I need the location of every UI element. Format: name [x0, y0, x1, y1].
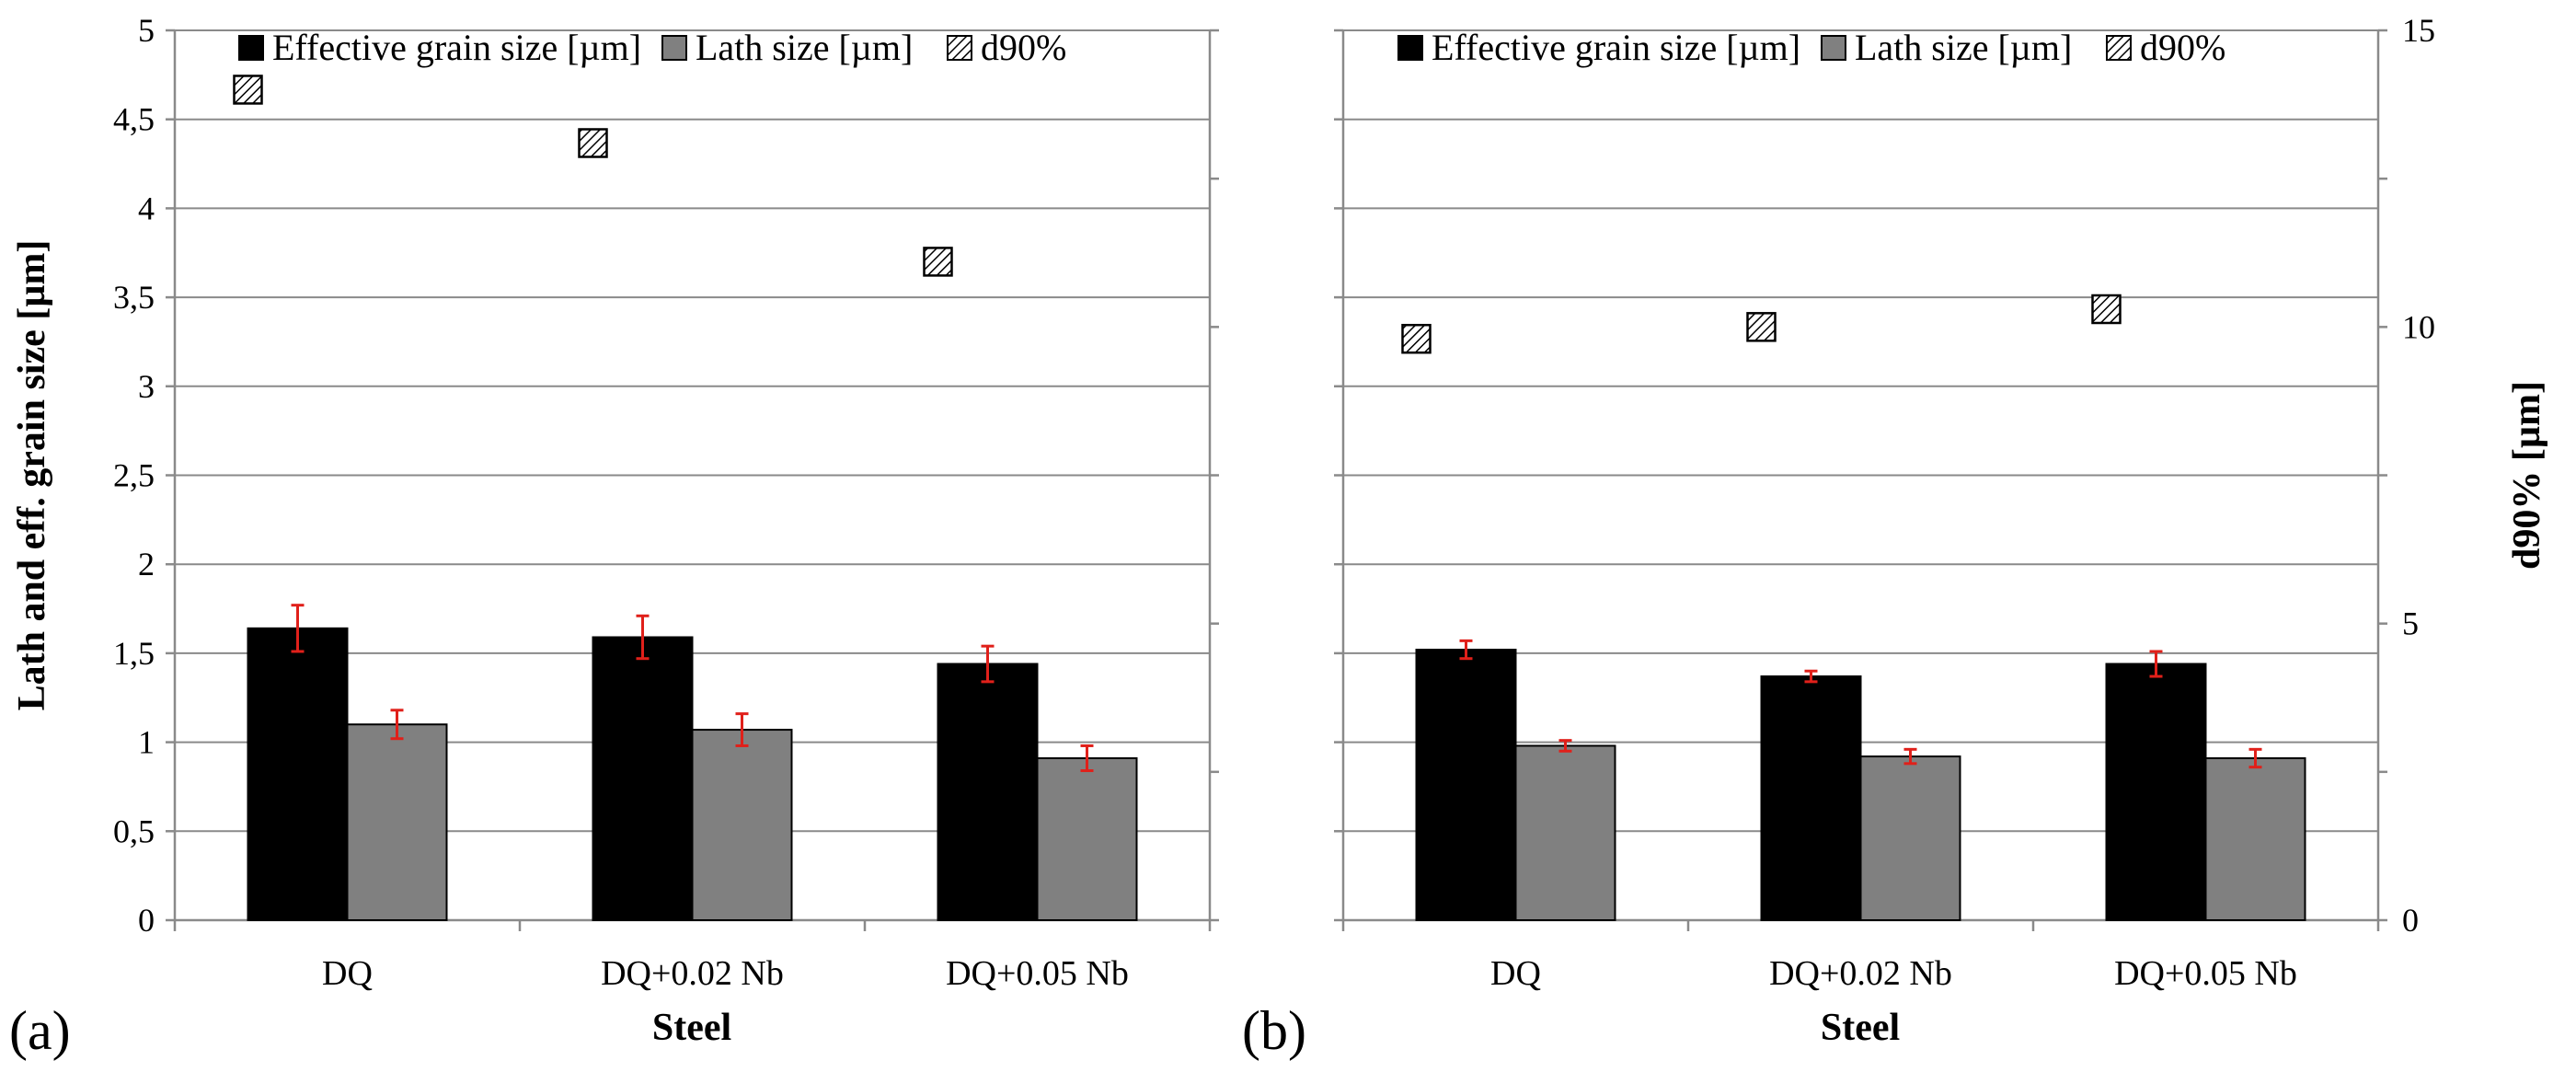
y2-tick-label: 5 [2402, 605, 2419, 642]
y2-tick-label: 10 [2402, 308, 2435, 345]
bar-lath-size [346, 723, 448, 922]
bar-lath-size [2204, 757, 2306, 921]
y-tick-label: 3 [138, 368, 155, 405]
y2-tick-label: 0 [2402, 902, 2419, 939]
x-tick-label: DQ+0.02 Nb [1769, 954, 1952, 993]
bar-lath-size [1514, 744, 1616, 922]
y-tick-label: 4,5 [113, 101, 155, 138]
legend-label-effective-grain-size: Effective grain size [µm] [272, 27, 641, 68]
panel-label: (a) [9, 1000, 71, 1061]
y-tick-label: 2 [138, 546, 155, 582]
legend-swatch-lath-size [1821, 35, 1846, 61]
bar-lath-size [1036, 757, 1138, 921]
d90-marker [2091, 294, 2122, 325]
bar-lath-size [691, 729, 793, 922]
y-tick-label: 0 [138, 902, 155, 939]
y-tick-label: 3,5 [113, 279, 155, 316]
d90-marker [578, 128, 608, 158]
bar-effective-grain-size [2105, 663, 2207, 922]
legend-swatch-lath-size [661, 35, 687, 61]
y-tick-label: 1,5 [113, 635, 155, 672]
bar-effective-grain-size [247, 627, 349, 921]
legend-swatch-d90 [2106, 35, 2132, 61]
legend-label-effective-grain-size: Effective grain size [µm] [1432, 27, 1800, 68]
y-tick-label: 0,5 [113, 813, 155, 849]
d90-marker [1746, 312, 1777, 342]
y2-tick-label: 15 [2402, 12, 2435, 49]
x-tick-label: DQ+0.02 Nb [601, 954, 784, 993]
bar-effective-grain-size [937, 663, 1039, 922]
legend-swatch-effective-grain-size [238, 35, 264, 61]
legend-label-lath-size: Lath size [µm] [1855, 27, 2072, 68]
bar-effective-grain-size [1760, 675, 1862, 921]
legend-label-d90: d90% [2140, 27, 2225, 68]
y-tick-label: 2,5 [113, 457, 155, 494]
y-tick-label: 4 [138, 190, 155, 226]
panel-label: (b) [1242, 1000, 1306, 1061]
d90-marker [233, 75, 263, 105]
bar-effective-grain-size [592, 636, 694, 922]
x-tick-label: DQ+0.05 Nb [2114, 954, 2297, 993]
bar-effective-grain-size [1415, 649, 1517, 921]
y-tick-label: 5 [138, 12, 155, 49]
legend-label-d90: d90% [981, 27, 1066, 68]
x-tick-label: DQ+0.05 Nb [946, 954, 1129, 993]
legend-label-lath-size: Lath size [µm] [696, 27, 913, 68]
legend-swatch-effective-grain-size [1397, 35, 1423, 61]
d90-marker [1401, 323, 1432, 354]
legend-swatch-d90 [947, 35, 972, 61]
y-axis-title: Lath and eff. grain size [µm] [11, 240, 53, 711]
d90-marker [923, 247, 953, 277]
y-axis-title: d90% [µm] [2506, 381, 2548, 570]
x-axis-title: Steel [652, 1007, 731, 1049]
chart-panel-b: 0 5 10 15 DQ DQ+0.02 Nb DQ+0.05 Nb Effective gr… [1242, 12, 2548, 1061]
x-tick-label: DQ [322, 954, 373, 993]
bar-lath-size [1859, 755, 1961, 922]
x-tick-label: DQ [1490, 954, 1541, 993]
chart-panel-a: 0 0,5 1 1,5 2 2,5 3 3,5 4 4,5 5 DQ DQ+0.02 Nb DQ+0.05… [9, 12, 1219, 1061]
x-axis-title: Steel [1821, 1007, 1900, 1049]
y-tick-label: 1 [138, 724, 155, 761]
